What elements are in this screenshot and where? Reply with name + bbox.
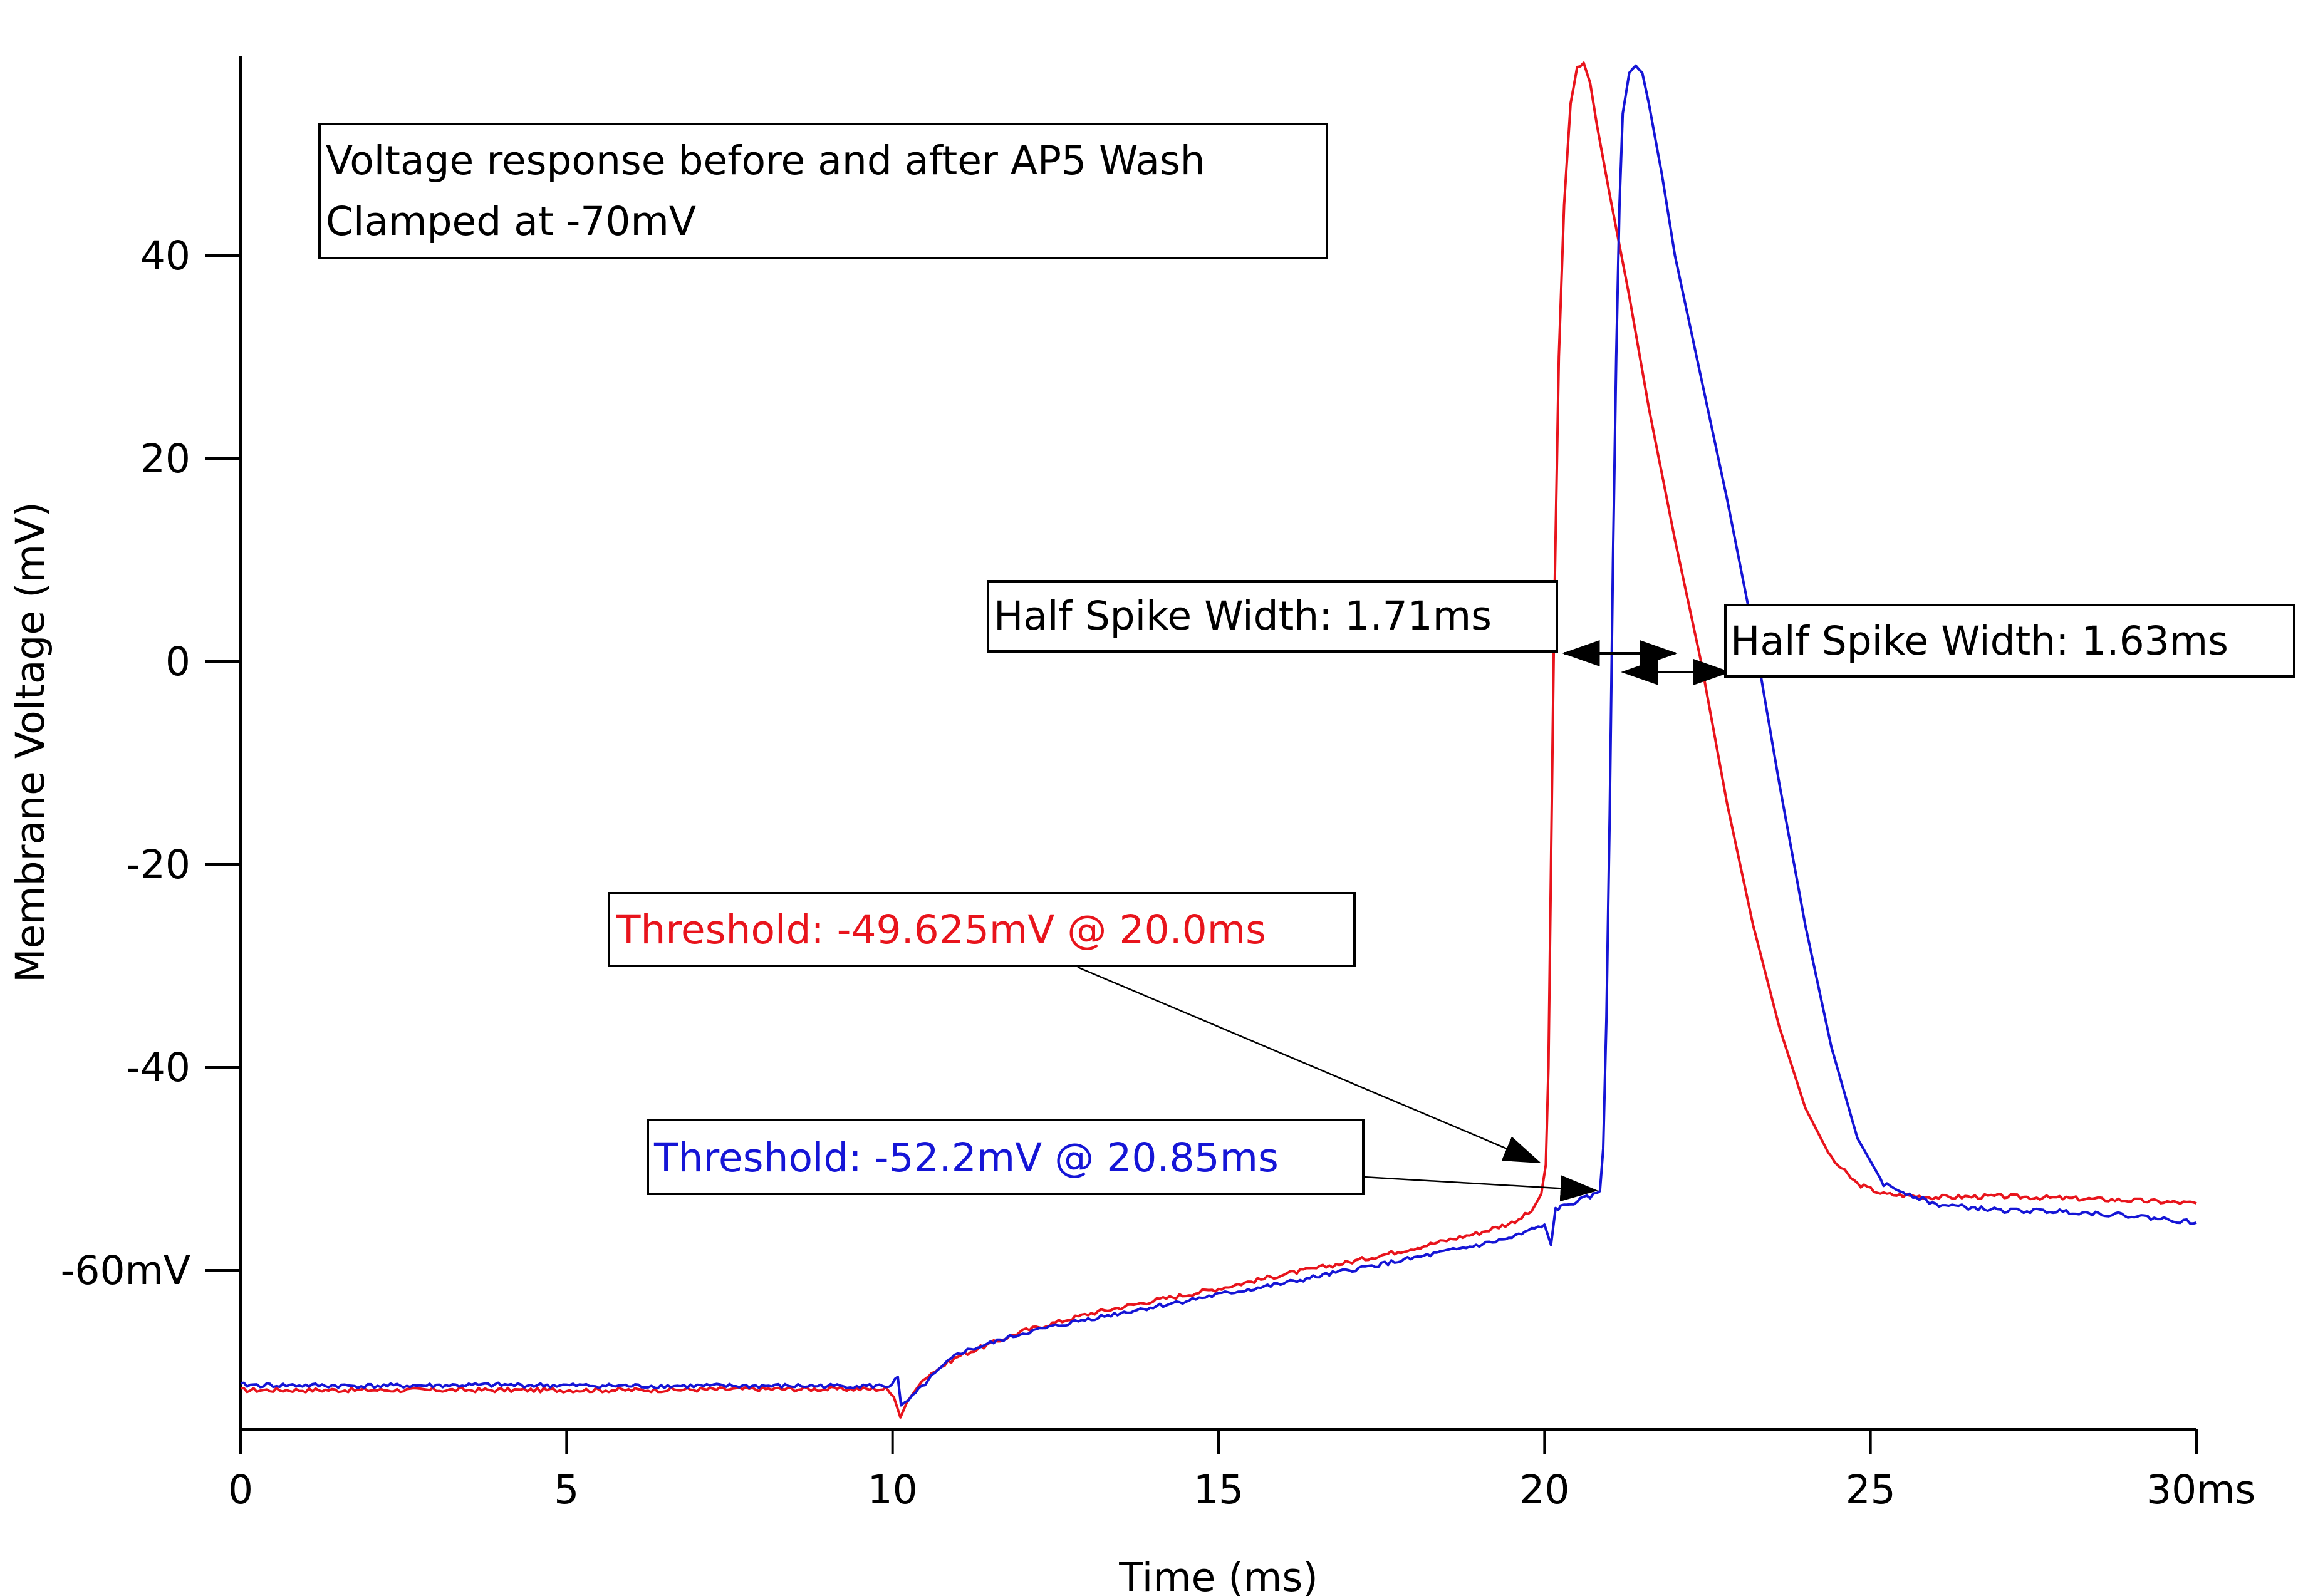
x-tick-label: 25 bbox=[1846, 1467, 1896, 1513]
axes: 0 5 10 15 20 25 30ms -60mV -40 -20 0 20 40 Time (ms… bbox=[8, 56, 2255, 1596]
x-tick-label: 5 bbox=[554, 1467, 579, 1513]
half-width-red-annotation: Half Spike Width: 1.71ms bbox=[987, 580, 1678, 667]
x-tick-label: 0 bbox=[228, 1467, 253, 1513]
x-axis-title: Time (ms) bbox=[1118, 1555, 1318, 1596]
y-tick-label: 0 bbox=[165, 639, 190, 685]
series-layer bbox=[240, 61, 2197, 1419]
series-line-red bbox=[240, 61, 2197, 1419]
half-width-blue-annotation: Half Spike Width: 1.63ms bbox=[1621, 604, 2295, 685]
half-width-red-box bbox=[987, 580, 1558, 653]
x-tick-label: 30ms bbox=[2146, 1467, 2255, 1513]
legend-line-2: Clamped at -70mV bbox=[326, 199, 696, 244]
y-tick-label: -40 bbox=[126, 1045, 190, 1091]
half-width-blue-box bbox=[1724, 604, 2295, 678]
threshold-red-pointer bbox=[1077, 966, 1542, 1164]
legend-box: Voltage response before and after AP5 Wa… bbox=[318, 123, 1328, 259]
half-width-blue-label: Half Spike Width: 1.63ms bbox=[1730, 618, 2228, 664]
x-tick-label: 20 bbox=[1519, 1467, 1569, 1513]
y-tick-label: -60mV bbox=[61, 1248, 190, 1293]
threshold-blue-annotation: Threshold: -52.2mV @ 20.85ms bbox=[647, 1119, 1598, 1202]
threshold-red-annotation: Threshold: -49.625mV @ 20.0ms bbox=[608, 892, 1542, 1164]
y-axis-title: Membrane Voltage (mV) bbox=[8, 502, 53, 983]
y-tick-label: 40 bbox=[140, 233, 190, 279]
x-tick-label: 15 bbox=[1193, 1467, 1244, 1513]
annotations: Voltage response before and after AP5 Wa… bbox=[318, 123, 2295, 1202]
legend-box-frame bbox=[318, 123, 1328, 259]
series-line-blue bbox=[240, 64, 2197, 1407]
threshold-blue-pointer bbox=[1363, 1175, 1598, 1202]
x-tick-label: 10 bbox=[868, 1467, 918, 1513]
legend-line-1: Voltage response before and after AP5 Wa… bbox=[326, 138, 1205, 184]
y-tick-label: -20 bbox=[126, 842, 190, 888]
y-tick-label: 20 bbox=[140, 436, 190, 482]
half-width-red-label: Half Spike Width: 1.71ms bbox=[994, 593, 1492, 639]
x-ticks: 0 5 10 15 20 25 30ms bbox=[228, 1429, 2255, 1513]
y-ticks: -60mV -40 -20 0 20 40 bbox=[61, 233, 241, 1293]
threshold-blue-box bbox=[647, 1119, 1365, 1195]
threshold-red-box bbox=[608, 892, 1356, 967]
threshold-blue-label: Threshold: -52.2mV @ 20.85ms bbox=[653, 1135, 1279, 1181]
threshold-red-label: Threshold: -49.625mV @ 20.0ms bbox=[616, 907, 1266, 953]
